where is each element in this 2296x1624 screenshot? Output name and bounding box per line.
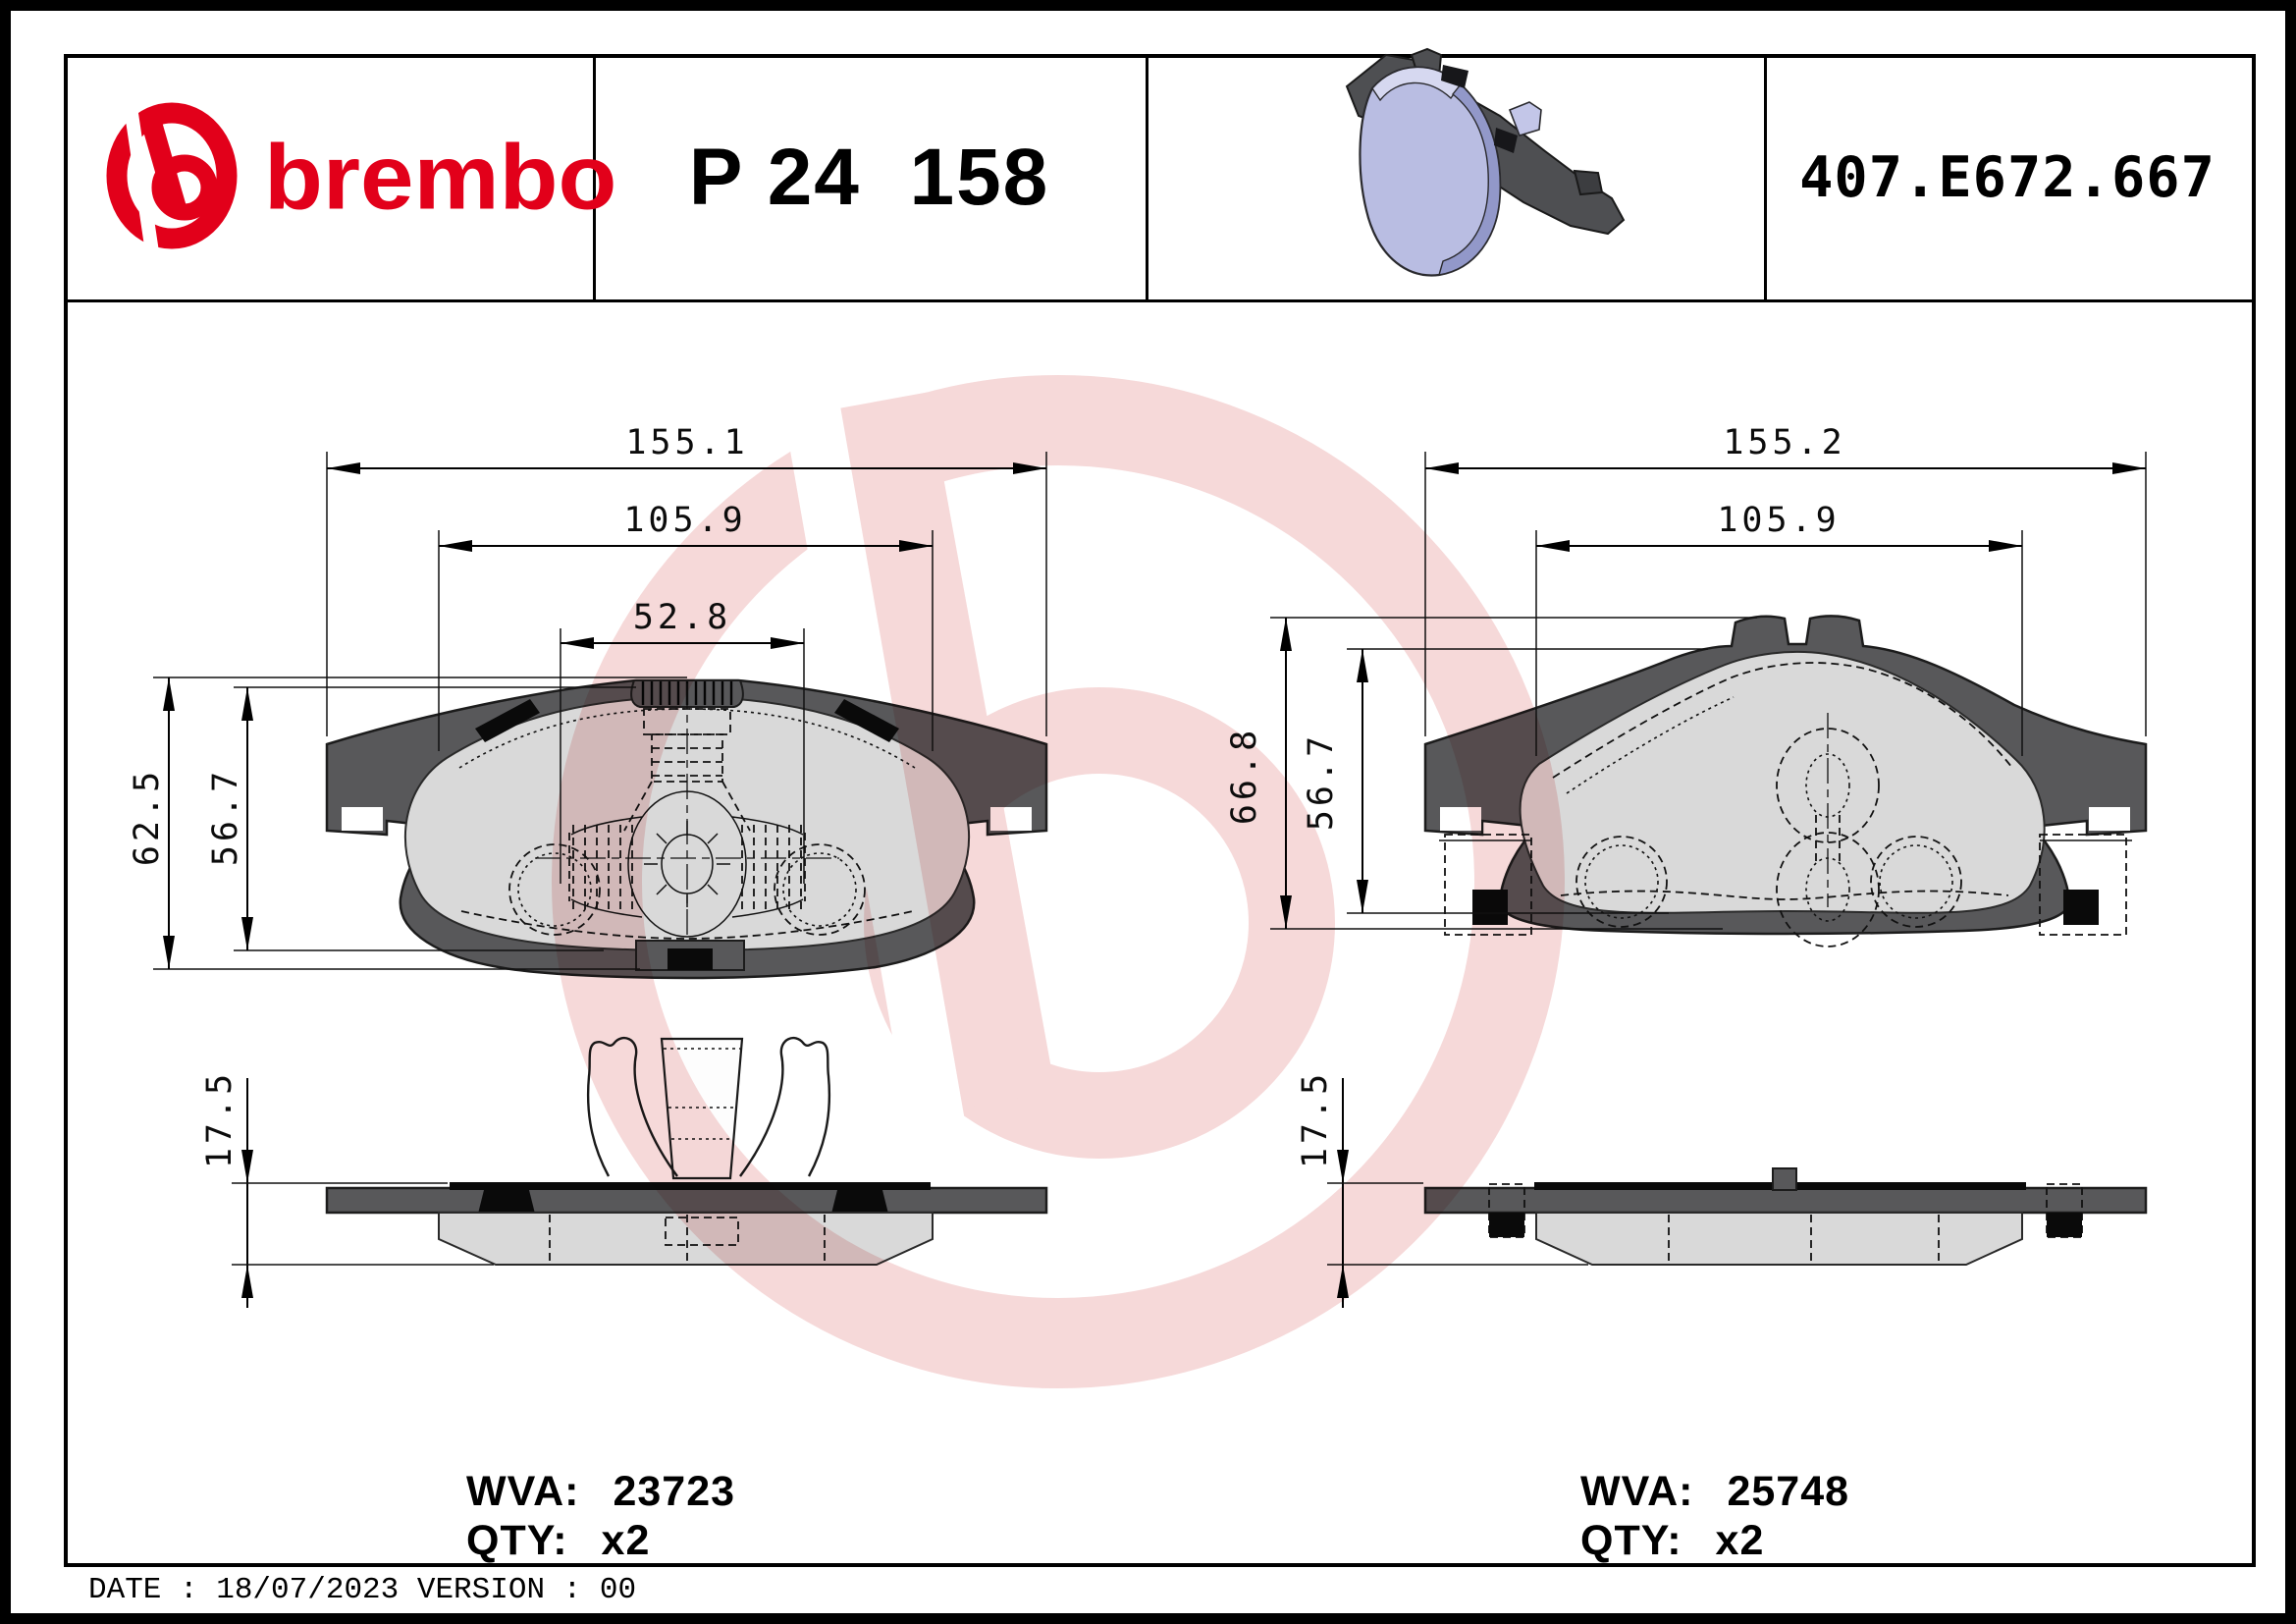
qty-label: QTY: (1580, 1516, 1682, 1564)
dim-pad-height-right: 56.7 (1302, 731, 1341, 832)
wva-row: WVA: 23723 (466, 1467, 735, 1516)
dim-total-height-right: 66.8 (1225, 726, 1264, 826)
part-number: P 24 158 (688, 133, 1050, 222)
dim-pad-width-left: 105.9 (623, 501, 747, 540)
qty-label: QTY: (466, 1516, 568, 1564)
right-pad-front-view (1423, 615, 2148, 947)
right-pad-spec-block: WVA: 25748 QTY: x2 (1580, 1467, 1849, 1565)
dim-pad-width-right: 105.9 (1717, 501, 1841, 540)
date-version-line: DATE : 18/07/2023 VERSION : 00 (88, 1573, 637, 1607)
header-divider-3 (1764, 56, 1767, 301)
brembo-ring-icon (106, 102, 238, 254)
wva-value: 25748 (1727, 1467, 1850, 1515)
dim-total-height-left: 62.5 (128, 767, 167, 867)
qty-row: QTY: x2 (1580, 1516, 1849, 1565)
reference-number: 407.E672.667 (1799, 145, 2216, 210)
wva-label: WVA: (466, 1467, 580, 1515)
brand-wordmark: brembo (264, 125, 617, 229)
header-divider-horizontal (64, 299, 2252, 302)
qty-value: x2 (601, 1516, 651, 1564)
dim-thickness-right: 17.5 (1296, 1069, 1335, 1169)
right-pad-side-view (1423, 1167, 2148, 1266)
dim-total-width-left: 155.1 (625, 423, 749, 462)
wva-label: WVA: (1580, 1467, 1694, 1515)
dim-pad-height-left: 56.7 (206, 767, 245, 867)
brake-pad-3d-render-icon (1345, 47, 1626, 277)
qty-value: x2 (1715, 1516, 1765, 1564)
qty-row: QTY: x2 (466, 1516, 735, 1565)
left-pad-spec-block: WVA: 23723 QTY: x2 (466, 1467, 735, 1565)
page-inner-frame (64, 54, 2256, 1567)
brembo-logo: brembo (101, 94, 616, 259)
dim-thickness-left: 17.5 (200, 1069, 240, 1169)
header-divider-1 (593, 56, 596, 301)
dim-spring-width-left: 52.8 (632, 598, 732, 637)
wva-value: 23723 (613, 1467, 736, 1515)
dim-total-width-right: 155.2 (1723, 423, 1846, 462)
header-divider-2 (1146, 56, 1148, 301)
wva-row: WVA: 25748 (1580, 1467, 1849, 1516)
